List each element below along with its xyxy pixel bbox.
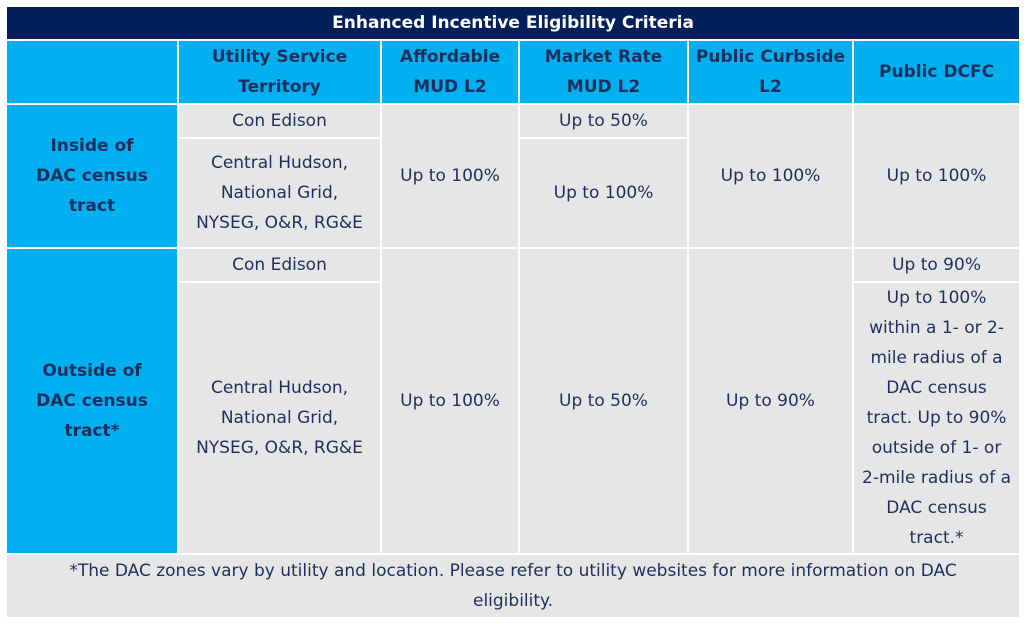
inside-affordable-mud-l2: Up to 100% xyxy=(380,103,520,249)
inside-public-dcfc: Up to 100% xyxy=(851,103,1022,249)
territory-con-edison: Con Edison xyxy=(177,247,382,283)
row-label-outside-dac: Outside of DAC census tract* xyxy=(5,247,179,555)
eligibility-table: Enhanced Incentive Eligibility Criteria … xyxy=(4,5,1022,619)
territory-other-utilities: Central Hudson, National Grid, NYSEG, O&… xyxy=(177,281,382,555)
outside-public-dcfc-other: Up to 100% within a 1- or 2-mile radius … xyxy=(851,281,1022,555)
inside-public-curbside-l2: Up to 100% xyxy=(687,103,854,249)
header-public-dcfc: Public DCFC xyxy=(851,39,1022,105)
header-affordable-mud-l2: Affordable MUD L2 xyxy=(380,39,520,105)
row-label-inside-dac: Inside of DAC census tract xyxy=(5,103,179,249)
inside-market-rate-other: Up to 100% xyxy=(518,137,689,249)
table-title: Enhanced Incentive Eligibility Criteria xyxy=(4,5,1022,41)
outside-market-rate-mud-l2: Up to 50% xyxy=(518,247,689,555)
outside-affordable-mud-l2: Up to 100% xyxy=(380,247,520,555)
territory-con-edison: Con Edison xyxy=(177,103,382,139)
outside-public-dcfc-con-edison: Up to 90% xyxy=(851,247,1022,283)
header-utility-territory: Utility Service Territory xyxy=(177,39,382,105)
outside-public-curbside-l2: Up to 90% xyxy=(687,247,854,555)
header-public-curbside-l2: Public Curbside L2 xyxy=(687,39,854,105)
inside-market-rate-con-edison: Up to 50% xyxy=(518,103,689,139)
header-blank xyxy=(5,39,179,105)
footnote: *The DAC zones vary by utility and locat… xyxy=(4,553,1022,619)
territory-other-utilities: Central Hudson, National Grid, NYSEG, O&… xyxy=(177,137,382,249)
header-market-rate-mud-l2: Market Rate MUD L2 xyxy=(518,39,689,105)
